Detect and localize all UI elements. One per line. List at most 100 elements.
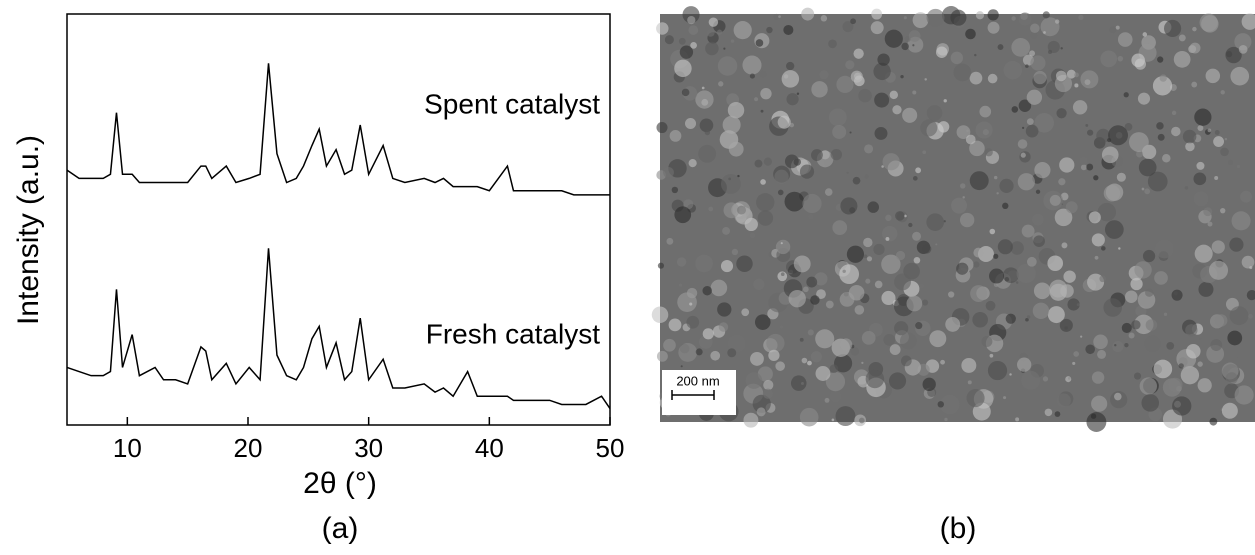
sem-texture xyxy=(1055,19,1059,23)
sem-texture xyxy=(1179,363,1184,368)
sem-texture xyxy=(1022,127,1024,129)
sem-texture xyxy=(679,284,682,287)
sem-texture xyxy=(908,223,912,227)
sem-texture xyxy=(881,291,895,305)
sem-texture xyxy=(894,273,911,290)
sem-texture xyxy=(710,351,720,361)
sem-texture xyxy=(718,81,723,86)
sem-texture xyxy=(802,358,808,364)
sem-texture xyxy=(802,194,821,213)
sem-texture xyxy=(1168,378,1182,392)
figure: 2θ (°) Intensity (a.u.) (a) (b) 200 nm 1… xyxy=(0,0,1255,550)
sem-texture xyxy=(1095,256,1099,260)
sem-texture xyxy=(951,198,967,214)
sem-texture xyxy=(743,413,758,428)
sem-texture xyxy=(1194,191,1209,206)
sem-texture xyxy=(1124,92,1129,97)
sem-texture xyxy=(656,122,667,133)
sem-texture xyxy=(658,263,664,269)
sem-texture xyxy=(1093,335,1108,350)
sem-texture xyxy=(901,43,908,50)
sem-texture xyxy=(808,214,814,220)
sem-texture xyxy=(800,165,814,179)
sem-texture xyxy=(1078,15,1083,20)
sem-texture xyxy=(1018,139,1028,149)
sem-texture xyxy=(1220,148,1229,157)
sem-texture xyxy=(1003,61,1022,80)
sem-texture xyxy=(1027,315,1030,318)
sem-texture xyxy=(842,270,845,273)
sem-texture xyxy=(718,56,737,75)
sem-texture xyxy=(665,35,674,44)
sem-texture xyxy=(960,183,965,188)
sem-texture xyxy=(652,307,669,324)
sem-texture xyxy=(850,18,856,24)
sem-texture xyxy=(656,22,668,34)
sem-texture xyxy=(689,159,697,167)
sem-texture xyxy=(791,375,807,391)
sem-texture xyxy=(1194,109,1211,126)
sem-texture xyxy=(882,226,898,242)
sem-texture xyxy=(1114,393,1122,401)
sem-texture xyxy=(1242,256,1255,269)
sem-texture xyxy=(1181,366,1199,384)
sem-texture xyxy=(859,418,865,424)
sem-texture xyxy=(686,316,699,329)
sem-texture xyxy=(1061,47,1063,49)
panel-label: (b) xyxy=(940,512,977,545)
sem-texture xyxy=(721,260,733,272)
sem-texture xyxy=(825,188,833,196)
sem-texture xyxy=(961,358,976,373)
sem-texture xyxy=(915,322,922,329)
sem-texture xyxy=(766,27,772,33)
sem-texture xyxy=(1198,378,1212,392)
sem-texture xyxy=(988,74,998,84)
sem-texture xyxy=(948,291,954,297)
sem-texture xyxy=(736,256,752,272)
sem-texture xyxy=(1091,414,1096,419)
sem-texture xyxy=(754,97,758,101)
sem-texture xyxy=(1196,162,1204,170)
sem-texture xyxy=(900,75,903,78)
sem-texture xyxy=(976,11,984,19)
sem-texture xyxy=(1156,122,1163,129)
sem-texture xyxy=(875,127,888,140)
sem-texture xyxy=(682,89,690,97)
sem-texture xyxy=(892,105,901,114)
sem-texture xyxy=(746,372,763,389)
sem-texture xyxy=(709,17,718,26)
sem-texture xyxy=(909,30,921,42)
sem-texture xyxy=(1057,393,1071,407)
sem-texture xyxy=(953,64,971,82)
sem-texture xyxy=(829,390,841,402)
sem-texture xyxy=(1085,124,1088,127)
sem-texture xyxy=(1056,308,1058,310)
sem-texture xyxy=(794,158,801,165)
sem-texture xyxy=(705,130,710,135)
sem-texture xyxy=(927,9,945,27)
sem-texture xyxy=(846,15,848,17)
sem-texture xyxy=(999,179,1013,193)
sem-texture xyxy=(1029,50,1035,56)
sem-texture xyxy=(1146,319,1158,331)
sem-texture xyxy=(781,242,783,244)
x-tick-label: 50 xyxy=(596,433,625,463)
sem-texture xyxy=(886,237,890,241)
sem-texture xyxy=(702,87,705,90)
sem-texture xyxy=(1030,32,1037,39)
sem-texture xyxy=(1103,298,1122,317)
sem-texture xyxy=(1144,335,1161,352)
sem-texture xyxy=(723,48,725,50)
sem-texture xyxy=(1230,306,1249,325)
sem-texture xyxy=(688,25,698,35)
sem-texture xyxy=(674,206,691,223)
sem-texture xyxy=(831,149,842,160)
sem-texture xyxy=(1154,360,1173,379)
sem-texture xyxy=(1164,313,1167,316)
sem-texture xyxy=(1022,225,1035,238)
sem-texture xyxy=(863,238,872,247)
x-tick-label: 20 xyxy=(234,433,263,463)
sem-texture xyxy=(782,70,799,87)
sem-texture xyxy=(1155,239,1174,258)
sem-texture xyxy=(979,106,991,118)
